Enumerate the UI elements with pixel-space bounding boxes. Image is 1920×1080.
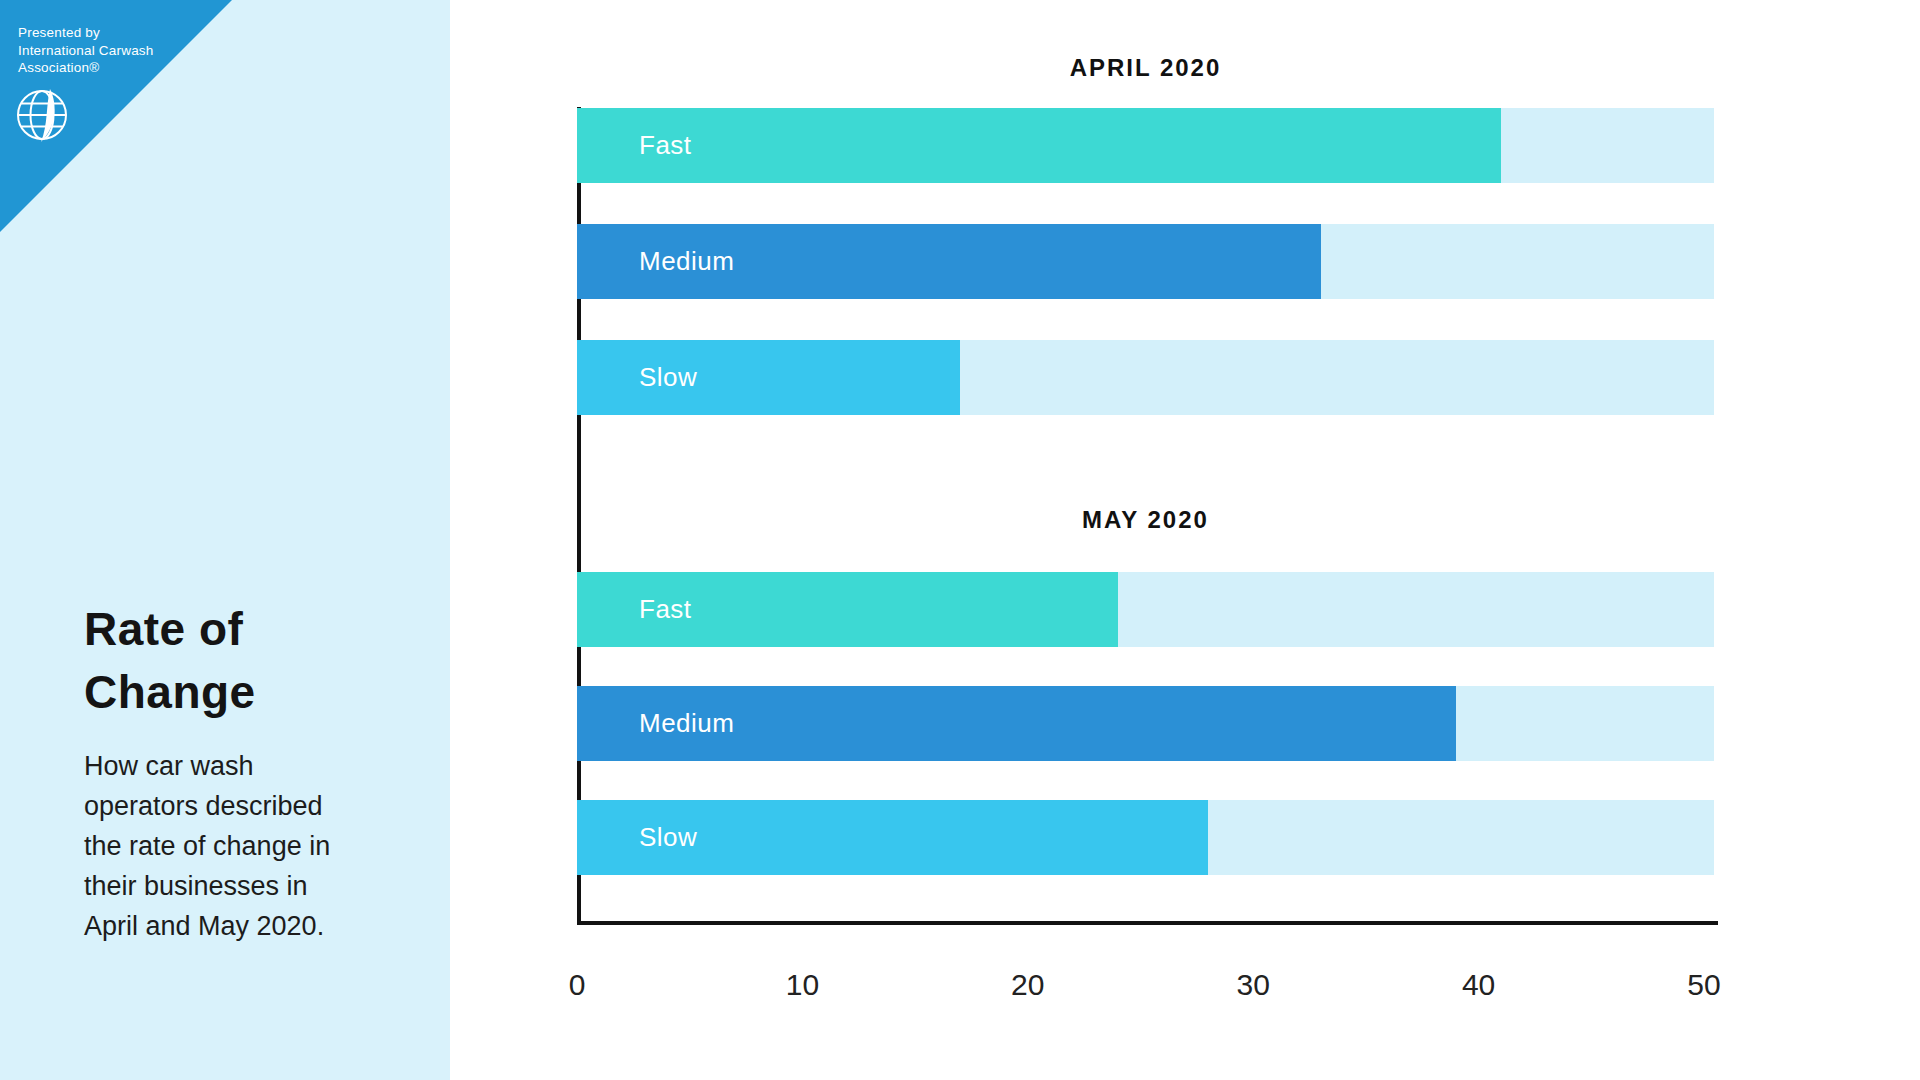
bar-label: Fast (577, 594, 692, 625)
badge-line-1: Presented by (18, 24, 154, 42)
bar-label: Slow (577, 822, 697, 853)
bar-slow-may: Slow (577, 800, 1208, 875)
description-line: How car wash (84, 746, 434, 786)
infographic-page: Presented by International Carwash Assoc… (0, 0, 1920, 1080)
description-line: April and May 2020. (84, 906, 434, 946)
bar-slow-april: Slow (577, 340, 960, 415)
bar-label: Medium (577, 246, 734, 277)
bar-fast-april: Fast (577, 108, 1501, 183)
badge-line-2: International Carwash (18, 42, 154, 60)
bar-medium-may: Medium (577, 686, 1456, 761)
bar-label: Medium (577, 708, 734, 739)
x-tick-label: 50 (1687, 968, 1720, 1002)
x-tick-label: 40 (1462, 968, 1495, 1002)
x-axis-line (577, 921, 1718, 925)
bar-label: Fast (577, 130, 692, 161)
page-description: How car wash operators described the rat… (84, 746, 434, 946)
description-line: their businesses in (84, 866, 434, 906)
page-title-line-2: Change (84, 661, 424, 724)
x-tick-label: 30 (1237, 968, 1270, 1002)
page-title-line-1: Rate of (84, 598, 424, 661)
globe-logo-icon (13, 84, 71, 150)
description-line: operators described (84, 786, 434, 826)
sidebar: Presented by International Carwash Assoc… (0, 0, 450, 1080)
x-tick-label: 0 (569, 968, 586, 1002)
description-line: the rate of change in (84, 826, 434, 866)
x-tick-label: 20 (1011, 968, 1044, 1002)
group-title-april: APRIL 2020 (577, 54, 1714, 82)
page-title: Rate of Change (84, 598, 424, 724)
bar-medium-april: Medium (577, 224, 1321, 299)
badge-line-3: Association® (18, 59, 154, 77)
presented-by-badge: Presented by International Carwash Assoc… (18, 24, 154, 77)
group-title-may: MAY 2020 (577, 506, 1714, 534)
bar-fast-may: Fast (577, 572, 1118, 647)
bar-label: Slow (577, 362, 697, 393)
x-tick-label: 10 (786, 968, 819, 1002)
